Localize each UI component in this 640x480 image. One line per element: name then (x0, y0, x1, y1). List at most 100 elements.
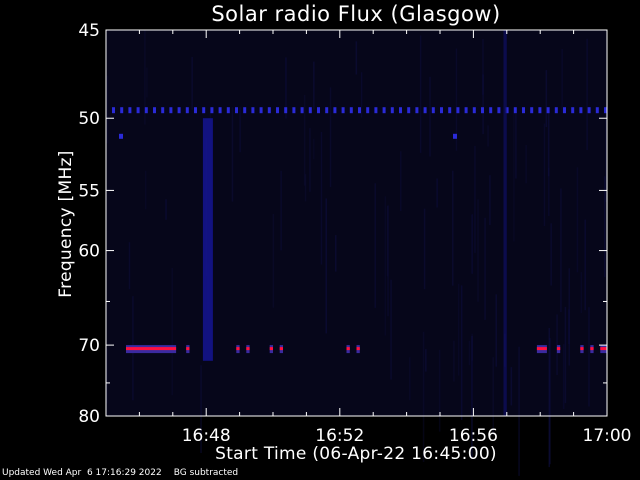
interference-dash (153, 107, 156, 114)
footer-note: BG subtracted (173, 468, 239, 478)
x-axis-label: Start Time (06-Apr-22 16:45:00) (215, 444, 497, 464)
noise-streak (560, 188, 562, 312)
interference-dash (267, 107, 271, 114)
interference-dash (210, 107, 214, 114)
x-tick-label: 16:52 (315, 426, 364, 446)
noise-streak (455, 48, 458, 151)
noise-streak (477, 199, 479, 302)
noise-streak (355, 41, 358, 75)
y-tick-label: 45 (78, 21, 100, 41)
interference-dash (554, 107, 558, 114)
interference-dash (530, 107, 534, 114)
noise-streak (468, 340, 471, 366)
noise-streak (550, 223, 552, 286)
noise-streak (423, 208, 426, 290)
noise-streak (482, 39, 484, 95)
interference-dash (185, 107, 189, 114)
interference-band-segment (346, 347, 350, 351)
noise-streak (545, 70, 548, 127)
interference-dash (472, 107, 476, 114)
noise-streak (436, 178, 438, 208)
noise-streak (580, 272, 583, 314)
noise-streak (106, 348, 108, 404)
noise-streak (460, 285, 463, 420)
noise-streak (200, 365, 202, 453)
noise-streak (146, 67, 148, 98)
footer: Updated Wed Apr 6 17:16:29 2022 BG subtra… (2, 468, 238, 478)
noise-streak (548, 328, 550, 468)
interference-dash (358, 107, 361, 114)
interference-dash (497, 107, 501, 114)
interference-dash (604, 107, 607, 114)
noise-streak (409, 357, 411, 401)
interference-dash (505, 107, 509, 114)
interference-dash (144, 107, 148, 114)
interference-dash (431, 107, 435, 114)
noise-streak (335, 235, 337, 272)
noise-streak (487, 125, 489, 147)
interference-band-segment (580, 347, 584, 351)
interference-dash (341, 107, 345, 114)
interference-dash (112, 107, 115, 114)
noise-streak (568, 309, 570, 345)
noise-streak (518, 346, 520, 476)
interference-dash (349, 107, 353, 114)
interference-dash (489, 107, 493, 114)
interference-dash (226, 107, 230, 114)
noise-streak (489, 175, 491, 225)
interference-dash (300, 107, 304, 114)
noise-streak (374, 183, 376, 308)
interference-dash (284, 107, 288, 114)
interference-dash (423, 107, 427, 114)
x-tick-label: 17:00 (583, 426, 632, 446)
interference-dash (538, 107, 542, 114)
interference-band-segment (556, 347, 561, 351)
broadband-column (202, 118, 213, 361)
interference-band-segment (236, 347, 240, 351)
interference-dash (325, 107, 329, 114)
noise-streak (313, 138, 315, 160)
noise-streak (165, 199, 167, 220)
interference-dash (120, 107, 124, 114)
noise-streak (586, 38, 588, 151)
noise-streak (106, 75, 109, 144)
noise-streak (425, 349, 427, 372)
y-tick-label: 50 (78, 109, 100, 129)
y-tick-label: 60 (78, 242, 100, 262)
noise-streak (515, 113, 517, 179)
interference-dash (128, 107, 132, 114)
interference-dash (333, 107, 337, 114)
plot-frame (105, 29, 608, 417)
interference-dash (292, 107, 296, 114)
interference-band-segment (590, 347, 594, 351)
noise-streak (419, 35, 422, 153)
noise-streak (471, 336, 473, 458)
noise-streak (285, 57, 287, 119)
noise-streak (453, 340, 455, 382)
interference-dash (440, 107, 443, 114)
interference-band-segment (186, 347, 190, 351)
footer-updated: Updated Wed Apr 6 17:16:29 2022 (2, 468, 162, 478)
noise-streak (605, 106, 607, 202)
interference-dash (399, 107, 402, 114)
noise-streak (457, 283, 460, 376)
x-tick-label: 16:48 (182, 426, 231, 446)
noise-streak (422, 331, 425, 462)
y-tick-label: 55 (78, 181, 100, 201)
noise-streak (561, 49, 563, 113)
y-axis-label: Frequency [MHz] (56, 150, 76, 298)
noise-streak (525, 145, 527, 184)
interference-dash (390, 107, 394, 114)
noise-streak (329, 87, 332, 187)
noise-streak (386, 206, 389, 277)
noise-streak (474, 145, 476, 253)
y-tick-label: 80 (78, 407, 100, 427)
noise-streak (543, 123, 546, 226)
interference-dash (513, 107, 517, 114)
interference-dash (308, 107, 312, 114)
spectrogram-features (106, 30, 607, 476)
interference-dash (136, 107, 140, 114)
noise-streak (510, 367, 513, 406)
